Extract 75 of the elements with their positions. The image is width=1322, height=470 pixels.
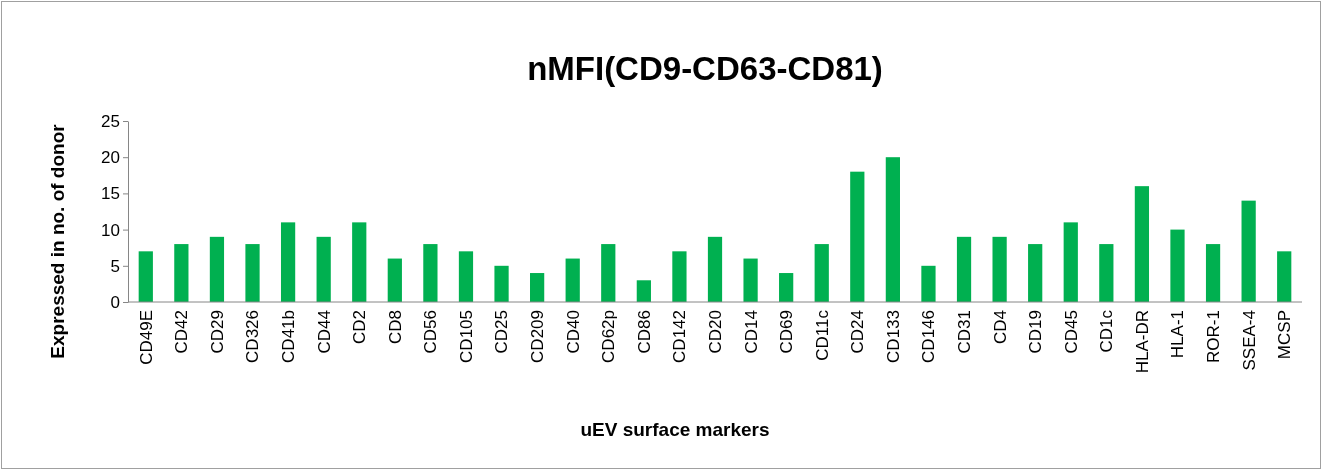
y-tick-label: 25: [101, 111, 120, 131]
x-tick-label: CD326: [243, 310, 263, 363]
x-tick-label: CD8: [385, 310, 405, 345]
bar: [707, 236, 723, 302]
bar: [423, 244, 438, 302]
bar: [1063, 222, 1078, 302]
bar: [814, 244, 829, 302]
x-tick-label: CD42: [172, 310, 192, 354]
x-tick-label: CD45: [1061, 310, 1081, 354]
x-tick-label: CD31: [954, 310, 974, 354]
x-tick-label: CD14: [741, 310, 761, 354]
y-tick-label: 15: [101, 184, 120, 204]
bar: [885, 157, 900, 302]
bar: [672, 251, 687, 302]
y-tick-label: 0: [110, 292, 120, 312]
bar: [850, 171, 865, 302]
bar: [174, 244, 189, 302]
y-tick-label: 20: [101, 148, 120, 168]
bar: [743, 258, 758, 302]
bar: [636, 280, 651, 302]
x-tick-label: CD29: [207, 310, 227, 354]
bar: [387, 258, 402, 302]
x-tick-label: CD133: [883, 310, 903, 363]
bar: [779, 273, 794, 302]
x-tick-label: CD2: [350, 310, 370, 345]
bar: [565, 258, 580, 302]
bar: [458, 251, 474, 302]
x-tick-label: CD209: [528, 310, 548, 363]
x-tick-label: CD4: [990, 310, 1010, 345]
chart-title: nMFI(CD9-CD63-CD81): [527, 50, 883, 87]
bar: [530, 273, 545, 302]
bar: [316, 236, 331, 302]
y-tick-label: 5: [110, 256, 120, 276]
x-tick-label: CD41b: [279, 310, 299, 363]
x-tick-label: CD20: [705, 310, 725, 354]
x-tick-label: CD142: [670, 310, 690, 363]
bar: [1170, 229, 1185, 302]
bar: [992, 236, 1007, 302]
bar: [494, 265, 509, 302]
x-tick-label: CD56: [421, 310, 441, 354]
x-axis-title: uEV surface markers: [580, 419, 770, 440]
x-tick-label: CD11c: [812, 309, 832, 361]
bar: [138, 251, 153, 302]
x-tick-label: CD25: [492, 310, 512, 354]
x-tick-label: CD40: [563, 310, 583, 354]
bar: [956, 236, 972, 302]
x-tick-label: CD49E: [136, 310, 156, 365]
x-tick-label: CD44: [314, 310, 334, 354]
x-tick-label: HLA-1: [1168, 310, 1188, 359]
y-tick-label: 10: [101, 220, 120, 240]
x-tick-label: CD105: [456, 310, 476, 363]
x-tick-label: MCSP: [1275, 310, 1295, 360]
bar: [352, 222, 367, 302]
bar: [1099, 244, 1114, 302]
bar: [245, 244, 260, 302]
x-tick-label: CD146: [919, 310, 939, 363]
y-axis-title: Expressed in no. of donor: [47, 123, 68, 359]
x-tick-label: CD69: [777, 310, 797, 354]
x-tick-label: CD19: [1026, 310, 1046, 354]
x-tick-label: CD62p: [599, 310, 619, 363]
x-tick-label: SSEA-4: [1239, 310, 1259, 371]
bar: [1277, 251, 1292, 302]
bar: [1205, 244, 1221, 302]
bar: [601, 244, 616, 302]
x-tick-label: CD24: [848, 310, 868, 354]
x-tick-label: CD1c: [1097, 309, 1117, 353]
x-tick-label: CD86: [634, 310, 654, 354]
x-tick-label: HLA-DR: [1132, 310, 1152, 374]
bar: [921, 265, 936, 302]
x-tick-label: ROR-1: [1204, 310, 1224, 363]
bar: [209, 236, 225, 302]
bar: [1134, 186, 1150, 302]
bar: [1241, 200, 1256, 302]
bar: [1028, 244, 1043, 302]
bar: [280, 222, 296, 302]
